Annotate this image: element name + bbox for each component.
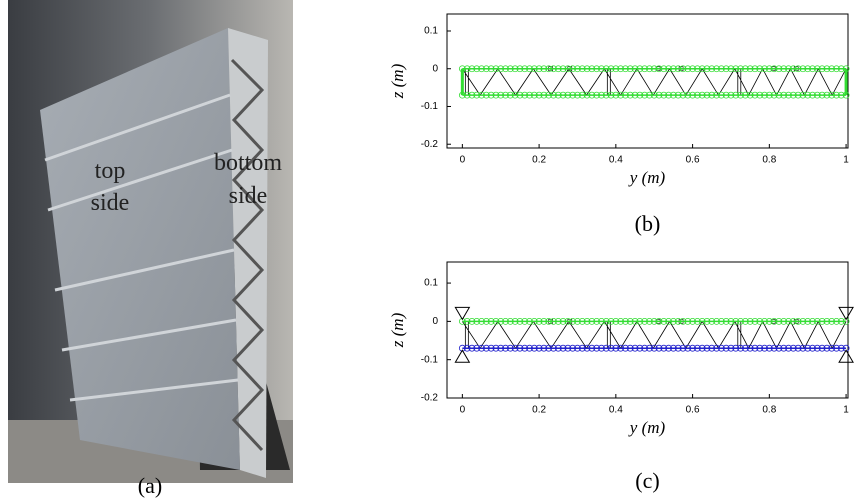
support [454,349,471,363]
y-tick-label: 0 [432,316,438,327]
x-tick-label: 1 [843,155,849,166]
support [838,349,854,363]
x-tick-label: 0 [460,405,466,416]
x-tick-label: 0.6 [686,405,700,416]
panel [40,28,240,470]
y-tick-label: -0.1 [421,101,439,112]
x-tick-label: 0.2 [532,155,546,166]
panel-web [230,58,265,452]
caption: (b) [635,211,661,236]
photo-label: side [229,183,268,209]
x-axis-label: y (m) [628,168,666,187]
support [454,306,471,321]
photo-label: bottom [214,150,282,176]
plot-frame [446,261,849,399]
y-tick-label: 0.1 [424,278,438,289]
x-tick-label: 1 [843,405,849,416]
x-tick-label: 0 [460,155,466,166]
x-tick-label: 0.8 [762,405,776,416]
y-tick-label: -0.2 [421,393,439,404]
support [838,306,854,321]
x-tick-label: 0.4 [609,155,623,166]
photo-label: top [95,158,126,184]
x-tick-label: 0.8 [762,155,776,166]
y-axis-label: z (m) [388,312,407,348]
y-tick-label: -0.1 [421,354,439,365]
photo-label: side [91,190,130,216]
y-tick-label: 0.1 [424,26,438,37]
x-tick-label: 0.4 [609,405,623,416]
plot-frame [446,13,849,149]
y-tick-label: -0.2 [421,139,439,150]
photo: top side bottom side [8,0,293,483]
y-tick-label: 0 [432,63,438,74]
x-axis-label: y (m) [628,418,666,437]
x-tick-label: 0.6 [686,155,700,166]
panel-ribs [44,93,239,402]
y-axis-label: z (m) [388,63,407,99]
caption: (c) [635,468,659,493]
x-tick-label: 0.2 [532,405,546,416]
caption: (a) [138,473,162,498]
